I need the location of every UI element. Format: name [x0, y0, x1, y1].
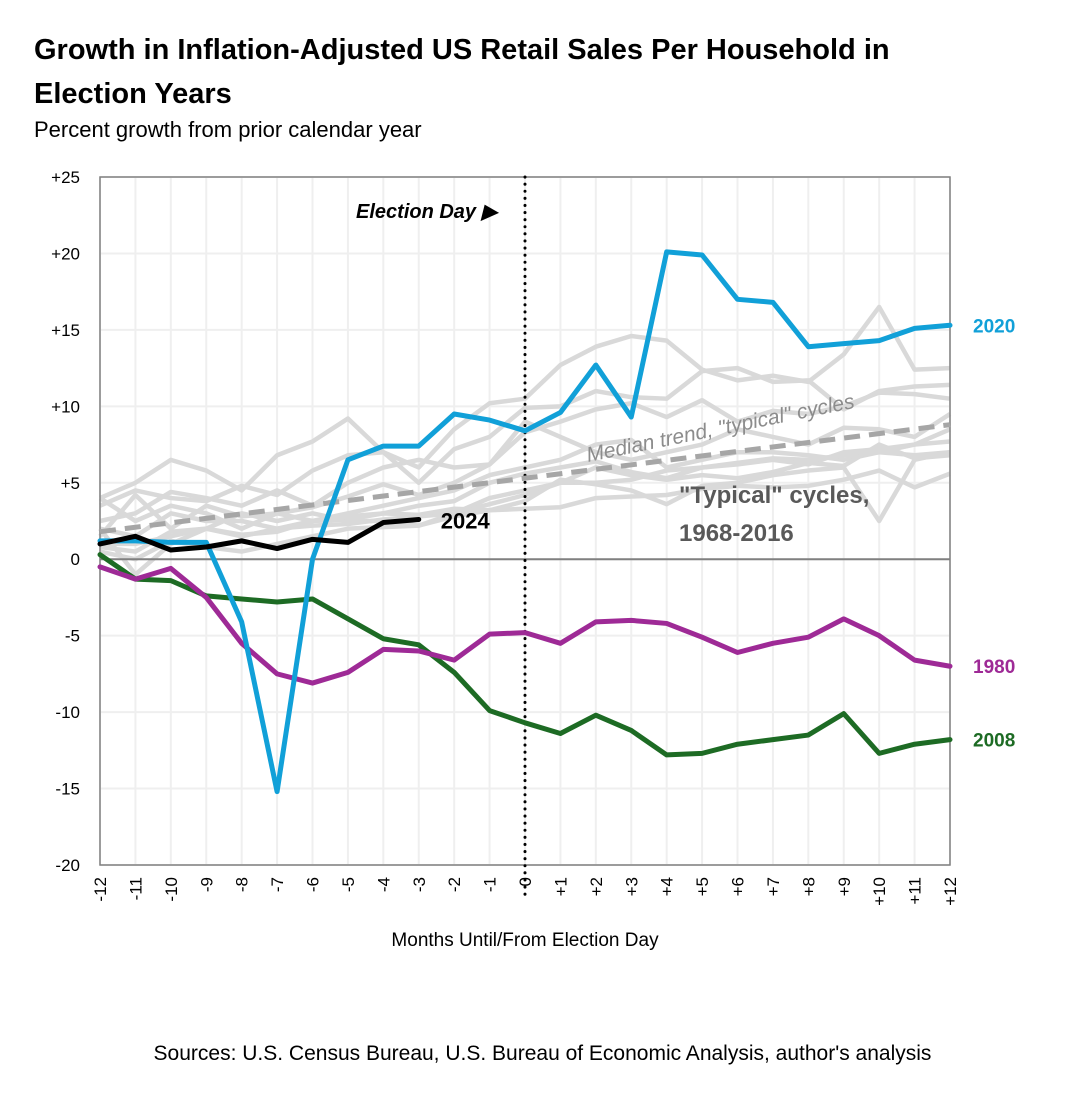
y-tick-label: +25: [51, 168, 80, 187]
x-tick-label: -5: [339, 877, 358, 892]
x-tick-label: -8: [233, 877, 252, 892]
x-tick-label: -7: [268, 877, 287, 892]
y-tick-label: +10: [51, 397, 80, 416]
y-tick-label: +20: [51, 244, 80, 263]
median-trend-line: [99, 422, 951, 535]
x-tick-label: -10: [162, 877, 181, 902]
x-tick-label: +1: [551, 877, 570, 896]
series-label-2024: 2024: [441, 508, 491, 533]
x-tick-label: -9: [197, 877, 216, 892]
x-tick-label: -12: [91, 877, 110, 902]
x-tick-label: +3: [622, 877, 641, 896]
x-tick-label: +9: [835, 877, 854, 896]
x-tick-label: +7: [764, 877, 783, 896]
series-line-1980: [97, 564, 953, 686]
series-label-2020: 2020: [973, 316, 1015, 337]
x-tick-label: +6: [729, 877, 748, 896]
typical-cycle-line: [99, 450, 951, 562]
y-tick-label: 0: [71, 550, 80, 569]
typical-cycle-line: [99, 449, 951, 539]
series-label-1980: 1980: [973, 657, 1015, 678]
x-tick-label: -4: [374, 877, 393, 892]
chart-subtitle: Percent growth from prior calendar year: [34, 117, 422, 142]
y-tick-labels: +25 +20 +15 +10 +5 0 -5 -10 -15 -20: [51, 168, 80, 875]
series-line-2008: [97, 552, 953, 758]
y-tick-label: -15: [55, 780, 80, 799]
x-tick-label: -1: [481, 877, 500, 892]
y-tick-label: -5: [65, 627, 80, 646]
y-tick-label: +15: [51, 321, 80, 340]
x-tick-label: -6: [304, 877, 323, 892]
x-tick-label: 0: [516, 877, 535, 886]
y-tick-label: -20: [55, 856, 80, 875]
chart-title: Growth in Inflation-Adjusted US Retail S…: [34, 34, 890, 110]
x-tick-label: +11: [906, 877, 925, 905]
series-line-2024: [97, 516, 422, 553]
y-tick-label: -10: [55, 703, 80, 722]
typical-cycle-line: [99, 468, 951, 554]
x-tick-label: +4: [658, 877, 677, 896]
x-tick-label: +8: [799, 877, 818, 896]
x-axis-label: Months Until/From Election Day: [391, 930, 659, 951]
highlight-series: 2008 1980 2020 2024: [97, 249, 1015, 795]
x-tick-label: -3: [410, 877, 429, 892]
x-tick-labels: -12 -11 -10 -9 -8 -7 -6 -5 -4 -3 -2 -1 0 +1 +2 +3 +4 +5 +6…: [91, 877, 960, 906]
election-day-label: Election Day ▶: [356, 201, 500, 223]
x-tick-label: +2: [587, 877, 606, 896]
source-note: Sources: U.S. Census Bureau, U.S. Bureau…: [153, 1042, 932, 1065]
typical-cycles-label-line2: 1968-2016: [679, 520, 794, 547]
x-tick-label: +12: [941, 877, 960, 906]
x-tick-label: +5: [693, 877, 712, 896]
typical-cycle-line: [99, 365, 951, 508]
x-tick-label: -2: [445, 877, 464, 892]
series-label-2008: 2008: [973, 731, 1015, 752]
typical-cycles-label-line1: "Typical" cycles,: [679, 482, 869, 509]
x-tick-label: +10: [870, 877, 889, 906]
series-line-2020: [97, 249, 953, 795]
x-tick-label: -11: [126, 877, 145, 900]
y-tick-label: +5: [61, 474, 80, 493]
